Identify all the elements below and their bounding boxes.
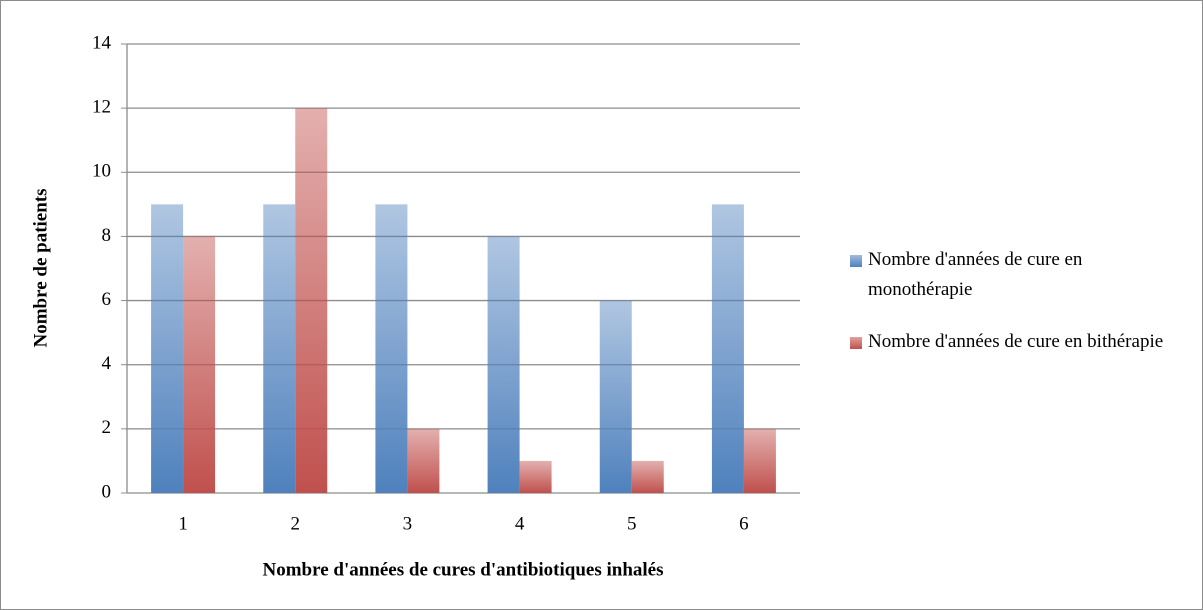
legend: Nombre d'années de cure en monothérapie N… — [850, 245, 1190, 379]
legend-item: Nombre d'années de cure en bithérapie — [850, 327, 1190, 357]
y-tick-label: 8 — [102, 225, 112, 246]
y-axis-title: Nombre de patients — [30, 188, 51, 347]
bar — [711, 204, 744, 493]
x-tick-label: 3 — [403, 513, 413, 534]
bar — [599, 300, 632, 493]
x-tick-label: 1 — [178, 513, 188, 534]
bar — [263, 204, 296, 493]
x-tick-label: 5 — [627, 513, 637, 534]
bar — [151, 204, 184, 493]
x-tick-label: 6 — [739, 513, 749, 534]
legend-swatch — [850, 255, 862, 267]
y-tick-label: 6 — [102, 289, 112, 310]
y-tick-label: 4 — [102, 353, 112, 374]
legend-label: Nombre d'années de cure en monothérapie — [868, 249, 1083, 300]
bar — [407, 428, 440, 493]
bar — [295, 108, 328, 494]
y-tick-label: 14 — [92, 32, 112, 53]
x-axis-title: Nombre d'années de cures d'antibiotiques… — [263, 559, 664, 580]
y-tick-label: 2 — [102, 417, 112, 438]
bar — [519, 460, 552, 493]
legend-swatch — [850, 337, 862, 349]
bar — [183, 236, 216, 493]
y-tick-label: 12 — [92, 97, 111, 118]
bar — [487, 236, 520, 493]
bar — [631, 460, 664, 493]
legend-item: Nombre d'années de cure en monothérapie — [850, 245, 1190, 305]
x-tick-label: 4 — [515, 513, 525, 534]
y-tick-label: 0 — [102, 481, 112, 502]
y-tick-label: 10 — [92, 161, 111, 182]
legend-label: Nombre d'années de cure en bithérapie — [868, 331, 1164, 352]
x-tick-label: 2 — [291, 513, 301, 534]
bar — [743, 428, 776, 493]
bar — [375, 204, 408, 493]
